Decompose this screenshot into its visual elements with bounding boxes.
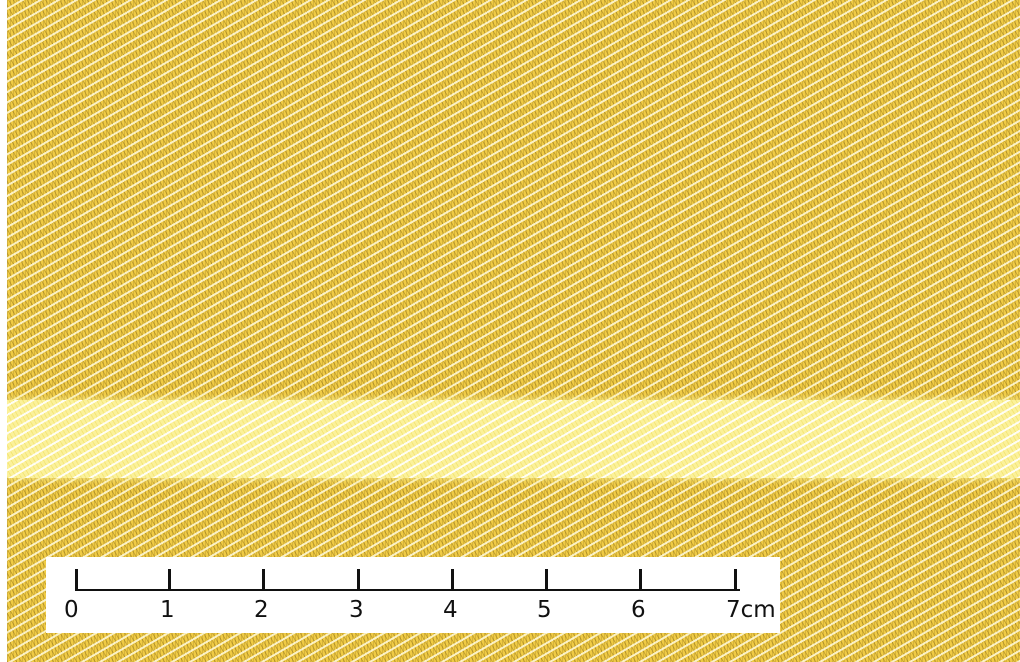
scale-tick (75, 569, 78, 591)
scale-line (75, 589, 740, 591)
scale-tick (639, 569, 642, 591)
scale-label-last: 7cm (726, 597, 776, 623)
scale-tick (734, 569, 737, 591)
scale-label: 6 (631, 597, 646, 623)
scale-tick (168, 569, 171, 591)
scale-label: 0 (64, 597, 79, 623)
scale-label: 3 (349, 597, 364, 623)
scale-tick (451, 569, 454, 591)
scale-tick (357, 569, 360, 591)
scale-label: 2 (254, 597, 269, 623)
scale-bar: 0 1 2 3 4 5 6 7cm (46, 557, 780, 633)
scale-label: 7 (726, 597, 741, 623)
scale-label: 1 (160, 597, 175, 623)
fabric-swatch (7, 0, 1020, 662)
scale-unit: cm (740, 597, 776, 623)
light-stripe (7, 400, 1020, 478)
scale-label: 5 (537, 597, 552, 623)
scale-tick (545, 569, 548, 591)
scale-tick (262, 569, 265, 591)
scale-label: 4 (443, 597, 458, 623)
